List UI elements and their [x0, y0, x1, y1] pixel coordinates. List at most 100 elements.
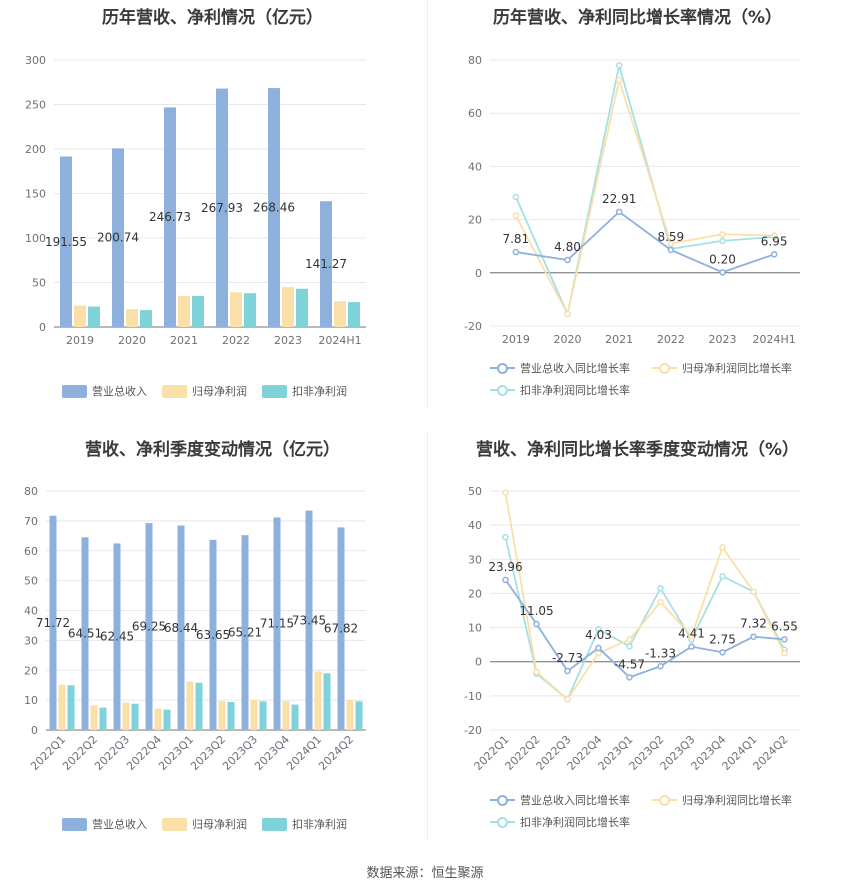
- y-tick-label: 200: [25, 143, 46, 156]
- y-tick-label: 50: [468, 485, 482, 498]
- legend-item-deducted-profit[interactable]: 扣非净利润: [262, 816, 347, 832]
- legend-swatch: [490, 815, 515, 829]
- legend-label: 归母净利润同比增长率: [682, 362, 792, 375]
- bar: [323, 673, 331, 730]
- data-point: [564, 667, 571, 675]
- bar: [192, 295, 204, 327]
- y-tick-label: 40: [468, 519, 482, 532]
- y-tick-label: 0: [39, 321, 46, 334]
- legend-swatch: [262, 384, 287, 398]
- bar: [244, 293, 256, 327]
- legend-item-deducted-profit-growth[interactable]: 扣非净利润同比增长率: [490, 814, 630, 830]
- bar: [230, 292, 242, 327]
- y-tick-label: 10: [468, 622, 482, 635]
- legend-item-deducted-profit[interactable]: 扣非净利润: [262, 383, 347, 399]
- data-point: [512, 212, 520, 219]
- data-point: [595, 644, 602, 652]
- bar: [282, 701, 290, 730]
- x-tick-label: 2019: [502, 333, 530, 346]
- quarter-growth-chart: -20-10010203040502022Q12022Q22022Q32022Q…: [464, 485, 800, 773]
- data-label: 22.91: [602, 192, 636, 206]
- annual-growth-chart-panel: 历年营收、净利同比增长率情况（%） -20 0 20 40 60 80 2019 2020 20…: [425, 0, 850, 430]
- chart-title: 营收、净利季度变动情况（亿元）: [85, 440, 340, 460]
- data-source-note: 数据来源：恒生聚源: [366, 866, 484, 881]
- bar: [227, 701, 235, 730]
- x-tick-label: 2024H1: [318, 334, 361, 347]
- bar: [90, 705, 98, 730]
- legend-swatch: [162, 384, 187, 398]
- legend-item-parent-profit-growth[interactable]: 归母净利润同比增长率: [652, 792, 792, 808]
- y-tick-label: 0: [475, 267, 482, 280]
- data-point: [657, 663, 664, 670]
- data-label: -1.33: [645, 646, 676, 660]
- legend-label: 营业总收入同比增长率: [520, 794, 630, 807]
- data-label: 73.45: [292, 613, 326, 627]
- legend-item-revenue-growth[interactable]: 营业总收入同比增长率: [490, 360, 630, 376]
- data-label: 268.46: [253, 201, 295, 215]
- bar: [60, 156, 72, 327]
- data-point: [502, 533, 509, 541]
- bar: [122, 702, 130, 730]
- data-point: [770, 232, 778, 239]
- data-point: [595, 626, 602, 633]
- legend-item-parent-profit-growth[interactable]: 归母净利润同比增长率: [652, 360, 792, 376]
- data-point: [512, 193, 520, 201]
- data-label: 63.65: [196, 628, 230, 642]
- legend-label: 营业总收入: [92, 385, 147, 398]
- bar: [112, 148, 124, 327]
- y-tick-label: 300: [25, 54, 46, 67]
- y-tick-label: 40: [24, 605, 38, 618]
- data-point: [770, 251, 778, 258]
- bar: [164, 107, 176, 327]
- data-point: [615, 62, 623, 69]
- data-label: 4.80: [554, 240, 581, 254]
- bar: [282, 286, 294, 327]
- data-point: [626, 636, 633, 643]
- y-tick-label: 0: [475, 656, 482, 669]
- legend-item-deducted-profit-growth[interactable]: 扣非净利润同比增长率: [490, 382, 630, 398]
- legend-swatch: [490, 361, 515, 375]
- data-label: 200.74: [97, 231, 139, 245]
- bar: [81, 537, 89, 730]
- x-tick-label: 2020: [554, 333, 582, 346]
- y-tick-label: 0: [31, 724, 38, 737]
- data-point: [512, 248, 520, 256]
- y-tick-label: 50: [24, 575, 38, 588]
- data-label: 4.41: [678, 627, 705, 641]
- legend-item-parent-profit[interactable]: 归母净利润: [162, 816, 247, 832]
- data-label: 191.55: [45, 235, 87, 249]
- legend-item-revenue-growth[interactable]: 营业总收入同比增长率: [490, 792, 630, 808]
- bar: [145, 523, 153, 730]
- data-label: 7.81: [502, 232, 529, 246]
- legend-item-revenue[interactable]: 营业总收入: [62, 816, 147, 832]
- bar: [250, 699, 258, 730]
- y-tick-label: 20: [468, 587, 482, 600]
- bar: [88, 306, 100, 327]
- x-tick-label: 2022: [222, 334, 250, 347]
- data-label: 23.96: [488, 560, 522, 574]
- data-point: [667, 246, 675, 254]
- data-point: [750, 633, 757, 640]
- data-point: [626, 674, 633, 681]
- legend-item-revenue[interactable]: 营业总收入: [62, 383, 147, 399]
- bar: [131, 703, 139, 730]
- bar: [178, 295, 190, 327]
- data-point: [688, 632, 695, 640]
- data-label: 141.27: [305, 257, 347, 271]
- x-tick-label: 2024Q2: [316, 733, 356, 773]
- legend-label: 扣非净利润: [292, 818, 347, 831]
- data-point: [533, 668, 540, 676]
- data-point: [719, 649, 726, 656]
- bar: [163, 709, 171, 730]
- bar: [346, 700, 354, 730]
- legend-item-parent-profit[interactable]: 归母净利润: [162, 383, 247, 399]
- legend-swatch: [62, 817, 87, 831]
- x-tick-label: 2024Q2: [751, 733, 791, 773]
- data-point: [626, 643, 633, 650]
- bar: [273, 517, 281, 730]
- data-point: [502, 489, 509, 496]
- series-line: [504, 579, 785, 679]
- data-point: [657, 585, 664, 592]
- data-label: -2.73: [552, 651, 583, 665]
- bar: [348, 302, 360, 327]
